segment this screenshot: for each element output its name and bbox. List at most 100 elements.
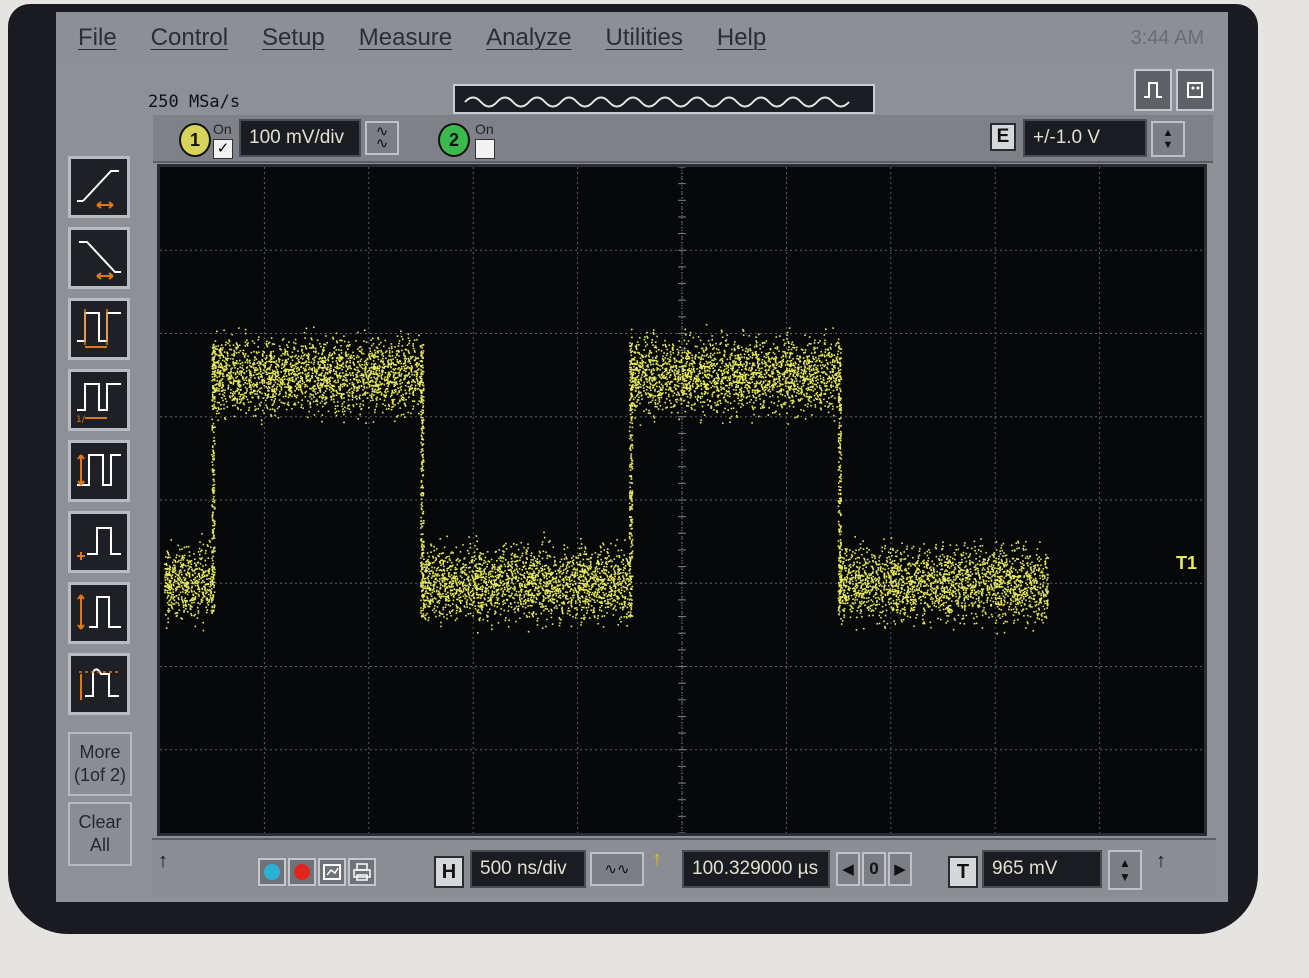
trace-sample [463, 579, 466, 581]
channel-1-scale-field[interactable]: 100 mV/div [239, 119, 361, 157]
channel-1-badge[interactable]: 1 [179, 123, 211, 157]
up-arrow-icon: ▲ [1162, 127, 1174, 139]
trace-sample [747, 357, 750, 360]
trace-sample [885, 588, 888, 591]
trace-sample [440, 593, 442, 595]
trace-sample [408, 352, 411, 355]
menu-analyze[interactable]: Analyze [486, 24, 572, 51]
trace-sample [964, 586, 966, 589]
trace-sample [922, 560, 924, 563]
trace-sample [347, 353, 350, 356]
trace-sample [384, 376, 386, 379]
channel-2-badge[interactable]: 2 [438, 123, 470, 157]
peak-to-peak-button[interactable] [68, 582, 130, 644]
trace-sample [873, 554, 875, 557]
trace-sample [456, 577, 459, 580]
external-range-field[interactable]: +/-1.0 V [1023, 119, 1147, 157]
amplitude-button[interactable] [68, 511, 130, 573]
trace-sample [224, 417, 226, 419]
trace-sample [587, 602, 590, 605]
trace-sample [844, 584, 846, 587]
trace-sample [974, 569, 977, 571]
trace-sample [1020, 566, 1023, 568]
menu-help[interactable]: Help [716, 24, 767, 51]
display-mode-button[interactable] [1176, 69, 1214, 111]
trace-sample [1014, 582, 1016, 584]
trace-sample [519, 617, 521, 619]
trace-sample [502, 550, 504, 552]
trace-sample [1005, 564, 1007, 567]
trace-sample [1043, 612, 1046, 614]
trace-sample [349, 361, 351, 364]
trace-sample [1032, 587, 1034, 590]
trace-sample [648, 393, 650, 395]
trace-sample [510, 561, 513, 563]
trace-sample [341, 357, 344, 360]
trace-sample [755, 336, 757, 338]
rise-time-button[interactable] [68, 156, 130, 218]
trace-sample [527, 547, 529, 549]
acquisition-overview[interactable] [453, 84, 875, 114]
trace-sample [276, 368, 278, 371]
menu-file[interactable]: File [78, 24, 117, 51]
trace-sample [870, 576, 873, 579]
trace-sample [609, 587, 611, 590]
external-badge[interactable]: E [990, 123, 1016, 151]
period-button[interactable] [68, 298, 130, 360]
trace-sample [202, 573, 204, 575]
trace-sample [205, 606, 207, 609]
channel-1-on-checkbox[interactable]: ✓ [213, 139, 233, 159]
trace-sample [376, 355, 379, 358]
trace-sample [407, 357, 410, 360]
trace-sample [813, 352, 816, 354]
trace-sample [746, 361, 748, 364]
menu-measure[interactable]: Measure [358, 24, 453, 51]
clear-all-button[interactable]: Clear All [68, 802, 132, 866]
overshoot-button[interactable] [68, 653, 130, 715]
trace-sample [894, 585, 896, 587]
trace-sample [755, 380, 758, 383]
trace-sample [297, 376, 299, 379]
channel-2-on-checkbox[interactable] [475, 139, 495, 159]
trace-sample [915, 576, 917, 578]
trace-sample [273, 361, 275, 363]
trace-sample [878, 614, 881, 617]
trace-sample [259, 404, 261, 407]
trace-sample [704, 386, 707, 388]
pulse-mode-button[interactable] [1134, 69, 1172, 111]
trace-sample [934, 593, 937, 595]
more-measurements-button[interactable]: More (1of 2) [68, 732, 132, 796]
menu-setup[interactable]: Setup [262, 24, 325, 51]
waveform-display[interactable]: T1 [157, 164, 1207, 836]
trace-sample [399, 400, 401, 403]
menu-control[interactable]: Control [150, 24, 229, 51]
trace-sample [626, 560, 629, 563]
trace-sample [364, 382, 367, 384]
trace-sample [185, 565, 187, 567]
trace-sample [430, 543, 432, 546]
trace-sample [972, 597, 974, 599]
trace-sample [830, 381, 833, 384]
trace-sample [431, 609, 434, 612]
trace-sample [1017, 611, 1020, 614]
menu-utilities[interactable]: Utilities [605, 24, 683, 51]
trace-sample [516, 594, 519, 597]
channel-1-scale-spinner[interactable]: ∿ ∿ [365, 121, 399, 155]
trace-sample [514, 560, 516, 563]
trace-sample [377, 336, 379, 339]
trace-sample [178, 579, 181, 582]
trace-sample [842, 557, 844, 559]
trace-sample [184, 600, 187, 602]
frequency-button[interactable]: 1/ [68, 369, 130, 431]
positive-width-button[interactable] [68, 440, 130, 502]
menu-bar: File Control Setup Measure Analyze Utili… [56, 12, 1228, 64]
trace-sample [1018, 576, 1021, 578]
fall-time-button[interactable] [68, 227, 130, 289]
trace-sample [844, 595, 846, 597]
external-range-spinner[interactable]: ▲ ▼ [1151, 121, 1185, 157]
trace-sample [442, 562, 445, 564]
trace-sample [426, 576, 429, 579]
trace-sample [588, 585, 590, 588]
trace-sample [400, 394, 403, 397]
trace-sample [948, 598, 950, 601]
